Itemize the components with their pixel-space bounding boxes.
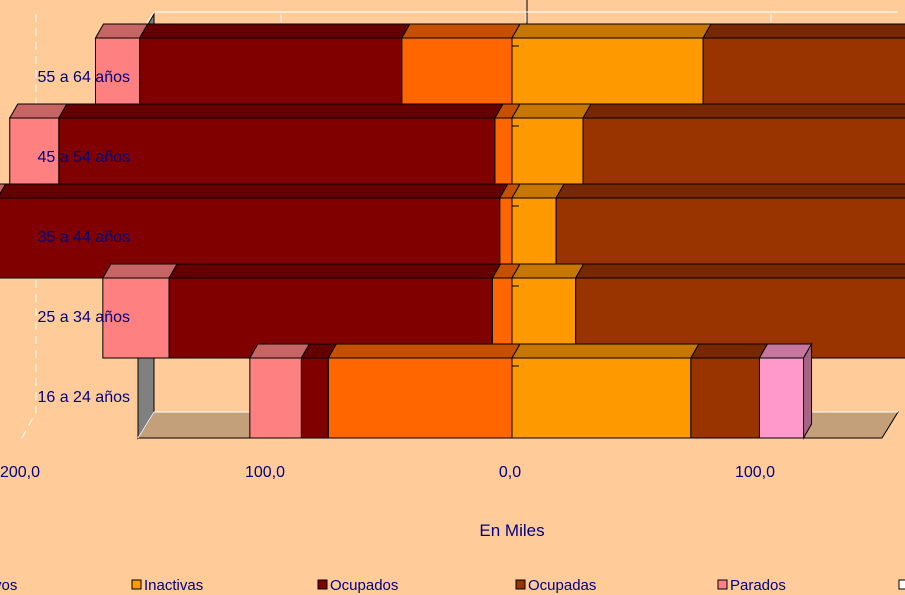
bars: [0, 23, 905, 440]
legend-label: Inactivas: [144, 577, 203, 594]
y-axis-label: 55 a 64 años: [37, 69, 130, 86]
y-axis-label: 16 a 24 años: [37, 389, 130, 406]
bar-top-parados: [248, 343, 311, 359]
bar-top-inactivas: [511, 103, 592, 119]
bar-ocupadas: [690, 357, 760, 439]
x-axis-tick-label: 100,0: [245, 464, 285, 481]
legend-label: Parados: [730, 577, 786, 594]
bar-top-ocupados: [168, 263, 502, 279]
bar-top-inactivas: [511, 263, 585, 279]
legend-swatch: [717, 579, 728, 590]
bar-top-parados: [101, 263, 178, 279]
bar-inactivos: [327, 357, 513, 439]
bar-top-inactivos: [400, 23, 521, 39]
bar-top-ocupados: [0, 183, 509, 199]
y-axis-labels: 16 a 24 años 25 a 34 años 35 a 44 años 45 a…: [37, 69, 130, 406]
floor-gridline: [21, 411, 37, 439]
bar-paradas: [758, 357, 805, 439]
y-axis-label: 25 a 34 años: [37, 309, 130, 326]
legend-swatch: [131, 579, 142, 590]
x-axis-tick-label: 100,0: [735, 464, 775, 481]
bar-top-parados: [8, 103, 68, 119]
x-axis-title: En Miles: [479, 521, 544, 540]
wall-gridline: [137, 411, 155, 439]
bar-top-ocupadas: [555, 183, 905, 199]
bar-top-inactivos: [327, 343, 521, 359]
bar-top-ocupados: [57, 103, 504, 119]
bar-parados: [102, 277, 170, 359]
bar-top-inactivas: [511, 183, 565, 199]
bar-top-ocupadas: [574, 263, 905, 279]
bar-top-parados: [94, 23, 149, 39]
bar-top-ocupados: [138, 23, 411, 39]
bar-side: [803, 342, 813, 440]
bar-top-ocupadas: [582, 103, 905, 119]
y-axis-label: 45 a 54 años: [37, 149, 130, 166]
bar-ocupados: [300, 357, 329, 439]
legend-swatch: [898, 579, 905, 590]
legend-label: Ocupados: [330, 577, 398, 594]
bar-parados: [249, 357, 302, 439]
bar-top-ocupadas: [689, 343, 769, 359]
legend: vos Inactivas Ocupados Ocupadas Parados: [0, 577, 905, 594]
x-axis-tick-label: 0,0: [499, 464, 521, 481]
bar-top-inactivas: [511, 23, 712, 39]
bar-top-inactivas: [511, 343, 700, 359]
legend-label: Ocupadas: [528, 577, 596, 594]
legend-swatch: [317, 579, 328, 590]
bar-inactivas: [511, 357, 692, 439]
legend-swatch: [515, 579, 526, 590]
legend-label: vos: [0, 577, 17, 594]
x-axis-tick-label: 200,0: [0, 464, 40, 481]
y-axis-label: 35 a 44 años: [37, 229, 130, 246]
bar-top-ocupadas: [702, 23, 905, 39]
bar-top-parados: [0, 183, 7, 195]
bar-top-paradas: [758, 343, 813, 359]
